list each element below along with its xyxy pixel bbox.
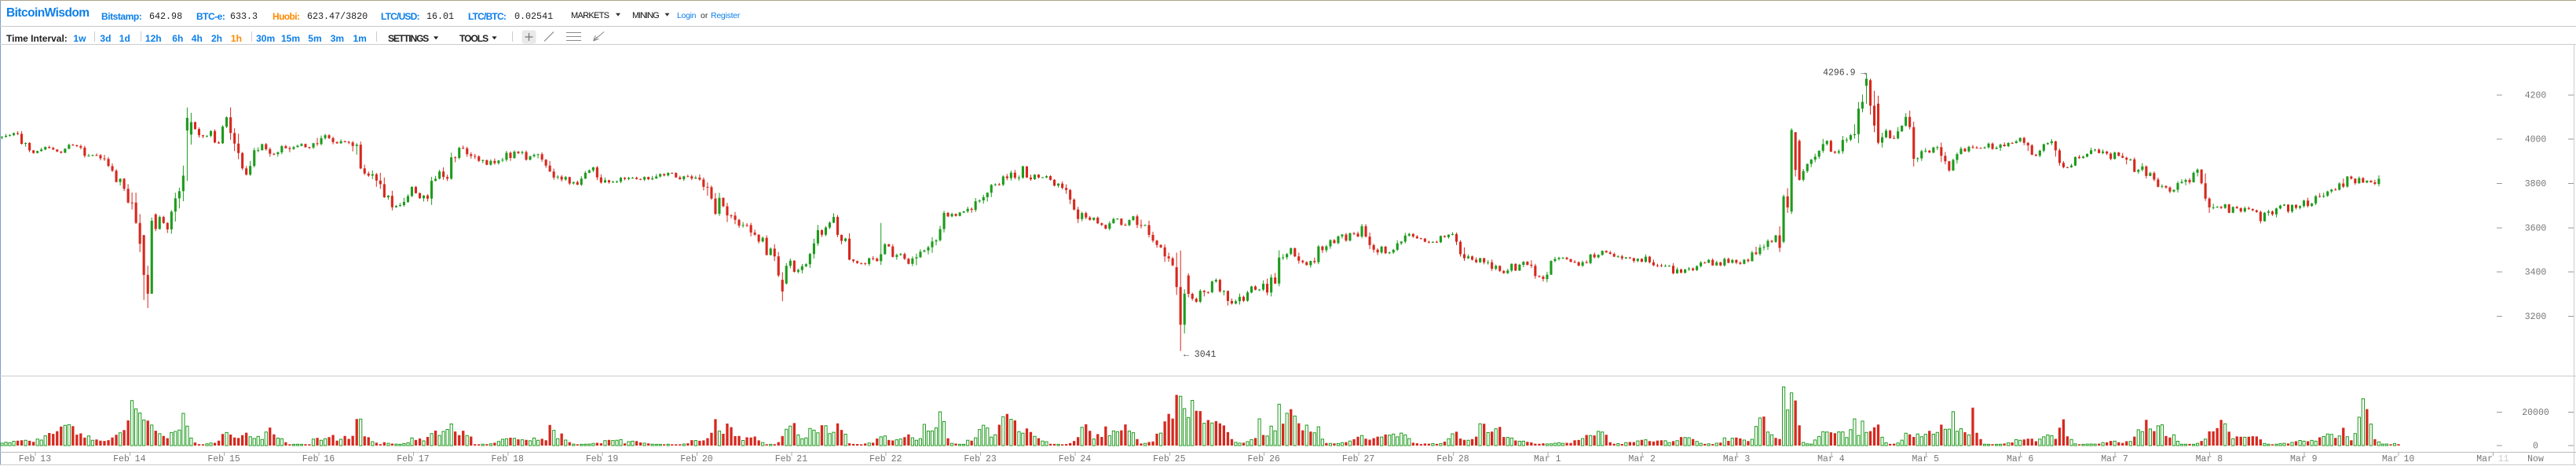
- svg-text:4200: 4200: [2525, 90, 2547, 101]
- svg-text:Mar 9: Mar 9: [2290, 454, 2318, 464]
- svg-text:Feb 22: Feb 22: [869, 454, 902, 464]
- svg-text:Feb 20: Feb 20: [680, 454, 713, 464]
- svg-text:4000: 4000: [2525, 135, 2547, 145]
- svg-text:Mar 11: Mar 11: [2476, 454, 2509, 464]
- svg-text:← 3041: ← 3041: [1184, 350, 1217, 360]
- svg-text:Feb 19: Feb 19: [586, 454, 619, 464]
- svg-text:Mar 8: Mar 8: [2196, 454, 2223, 464]
- svg-text:Feb 17: Feb 17: [397, 454, 429, 464]
- svg-text:Mar 3: Mar 3: [1723, 454, 1751, 464]
- svg-text:Feb 27: Feb 27: [1342, 454, 1374, 464]
- svg-text:Mar 2: Mar 2: [1628, 454, 1656, 464]
- svg-text:Feb 13: Feb 13: [19, 454, 52, 464]
- svg-text:Feb 26: Feb 26: [1247, 454, 1280, 464]
- svg-text:Mar 4: Mar 4: [1817, 454, 1845, 464]
- svg-text:Feb 14: Feb 14: [113, 454, 146, 464]
- svg-text:3800: 3800: [2525, 179, 2547, 189]
- svg-text:Mar 7: Mar 7: [2101, 454, 2128, 464]
- svg-text:Mar 10: Mar 10: [2382, 454, 2415, 464]
- svg-text:Now: Now: [2527, 454, 2544, 464]
- svg-text:Mar 6: Mar 6: [2007, 454, 2034, 464]
- svg-text:Feb 18: Feb 18: [491, 454, 524, 464]
- svg-text:Feb 16: Feb 16: [302, 454, 335, 464]
- svg-text:3600: 3600: [2525, 223, 2547, 233]
- svg-text:3400: 3400: [2525, 268, 2547, 278]
- svg-text:4296.9 →: 4296.9 →: [1823, 68, 1866, 79]
- svg-text:20000: 20000: [2522, 408, 2549, 418]
- svg-text:Feb 23: Feb 23: [964, 454, 997, 464]
- svg-text:3200: 3200: [2525, 312, 2547, 322]
- svg-text:0: 0: [2533, 442, 2538, 452]
- svg-text:Mar 1: Mar 1: [1534, 454, 1561, 464]
- svg-text:Feb 28: Feb 28: [1436, 454, 1469, 464]
- svg-text:Feb 15: Feb 15: [207, 454, 240, 464]
- svg-text:Feb 24: Feb 24: [1059, 454, 1092, 464]
- svg-text:Feb 21: Feb 21: [775, 454, 808, 464]
- svg-text:Mar 5: Mar 5: [1912, 454, 1940, 464]
- svg-text:Feb 25: Feb 25: [1153, 454, 1186, 464]
